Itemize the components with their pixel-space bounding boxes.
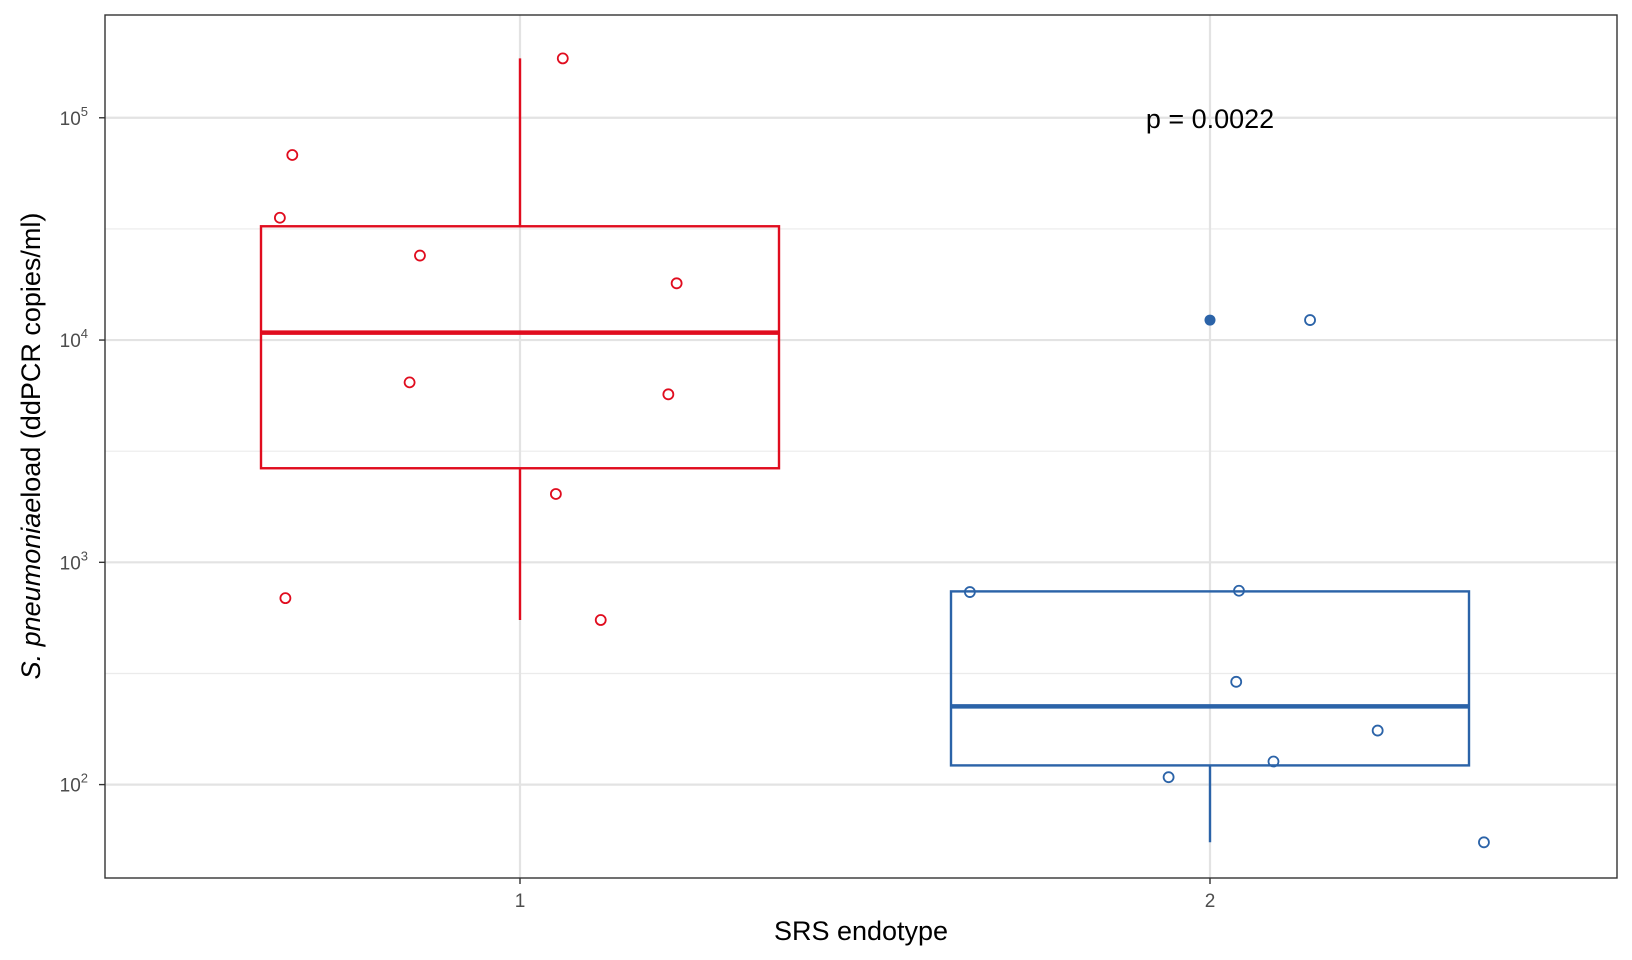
data-point [1267, 755, 1280, 768]
box-iqr [949, 590, 1471, 767]
plot-panel-border [104, 14, 1618, 879]
data-point [273, 211, 286, 224]
data-point [414, 249, 426, 262]
outlier-point [1204, 314, 1216, 326]
data-point [286, 149, 299, 161]
y-tick-label: 103 [60, 548, 88, 574]
p-value-annotation: p = 0.0022 [1146, 104, 1274, 134]
x-tick-label: 2 [1205, 891, 1216, 912]
data-point [1371, 724, 1384, 737]
data-point [1162, 771, 1175, 784]
data-point [670, 277, 683, 290]
data-point [549, 488, 562, 500]
data-point [1230, 675, 1243, 688]
data-point [1233, 584, 1245, 597]
y-axis-title-rest: load (ddPCR copies/ml) [16, 213, 46, 498]
y-axis-title-italic: S. pneumoniae [16, 498, 46, 680]
data-point [403, 376, 416, 389]
data-point [662, 388, 675, 401]
boxes [259, 58, 1471, 843]
data-point [279, 592, 292, 605]
x-axis-title: SRS endotype [774, 916, 948, 946]
x-tick-label: 1 [515, 891, 526, 912]
data-point [1478, 836, 1490, 849]
axes: 102 103 104 105 1 2 [60, 104, 1216, 912]
data-point [556, 52, 569, 65]
y-tick-label: 104 [60, 326, 88, 352]
data-point [594, 614, 607, 626]
y-axis-title: S. pneumoniaeload (ddPCR copies/ml) [16, 213, 46, 680]
y-tick-label: 102 [60, 771, 88, 797]
data-point [1304, 314, 1316, 326]
y-tick-label: 105 [60, 104, 88, 130]
data-point [963, 586, 976, 598]
plot-panel-background [105, 15, 1617, 878]
box-iqr [259, 225, 781, 470]
points [273, 52, 1490, 849]
